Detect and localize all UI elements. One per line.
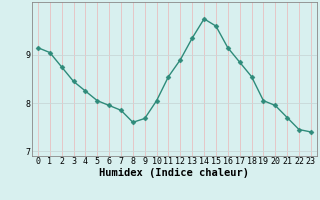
X-axis label: Humidex (Indice chaleur): Humidex (Indice chaleur) <box>100 168 249 178</box>
